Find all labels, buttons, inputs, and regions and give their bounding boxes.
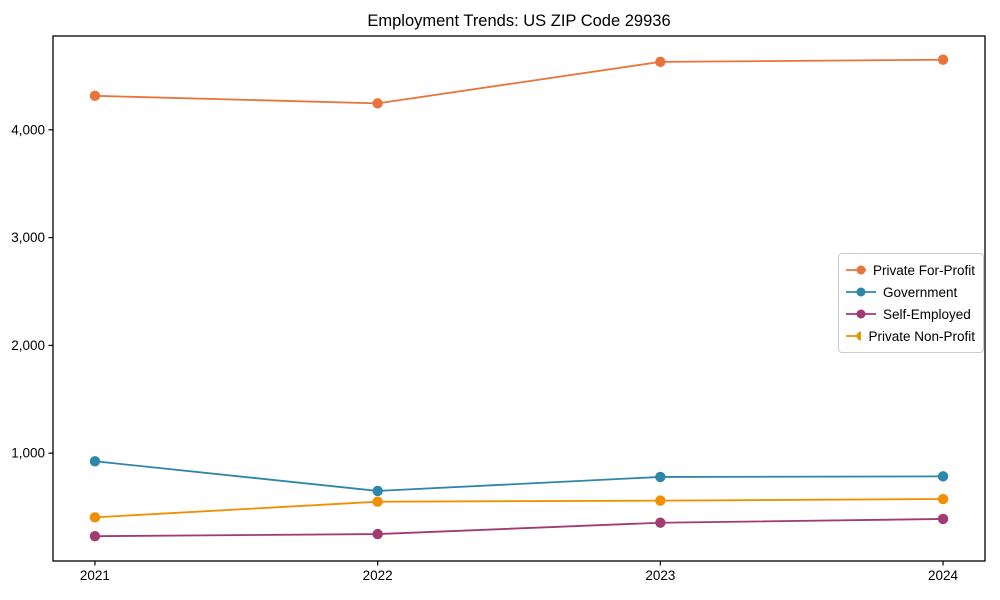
data-point-government [655,471,666,483]
data-point-private-non-profit [89,512,101,523]
legend-label: Private For-Profit [872,262,975,278]
data-point-private-for-profit [937,54,949,65]
plot-border [52,35,986,562]
x-tick-label: 2022 [363,568,393,583]
legend-label: Government [883,284,958,300]
y-tick-label: 3,000 [11,230,45,245]
legend-marker-icon [846,331,862,341]
y-tick-label: 4,000 [11,122,45,137]
data-point-private-for-profit [372,98,383,109]
data-point-government [372,485,383,497]
data-point-self-employed [937,513,949,525]
legend-item: Private Non-Profit [846,325,975,347]
legend-marker-icon [846,309,876,319]
data-point-government [89,456,101,467]
data-point-government [937,471,949,482]
data-point-private-for-profit [655,56,666,68]
data-point-self-employed [372,528,383,540]
legend-label: Private Non-Profit [868,328,975,344]
legend-marker-icon [846,287,876,297]
data-point-private-for-profit [89,90,101,102]
legend: Private For-Profit Government Self-Emplo… [838,253,984,353]
x-tick-label: 2024 [928,568,959,583]
x-tick-label: 2023 [645,568,675,583]
series-line-government [94,460,944,492]
x-tick-label: 2021 [80,568,110,583]
series-line-self-employed [94,518,944,538]
legend-marker-icon [846,265,866,275]
data-point-self-employed [89,531,101,542]
series-line-private-for-profit [94,58,944,105]
data-point-self-employed [655,517,666,528]
series-line-private-non-profit [94,498,944,519]
data-point-private-non-profit [655,495,666,506]
data-point-private-non-profit [937,493,949,505]
legend-item: Private For-Profit [846,259,975,281]
y-tick-label: 1,000 [11,446,45,461]
chart-title: Employment Trends: US ZIP Code 29936 [367,12,671,30]
legend-label: Self-Employed [883,306,971,322]
y-tick-label: 2,000 [11,338,45,353]
data-point-private-non-profit [372,496,383,507]
legend-item: Self-Employed [846,303,975,325]
legend-item: Government [846,281,975,303]
